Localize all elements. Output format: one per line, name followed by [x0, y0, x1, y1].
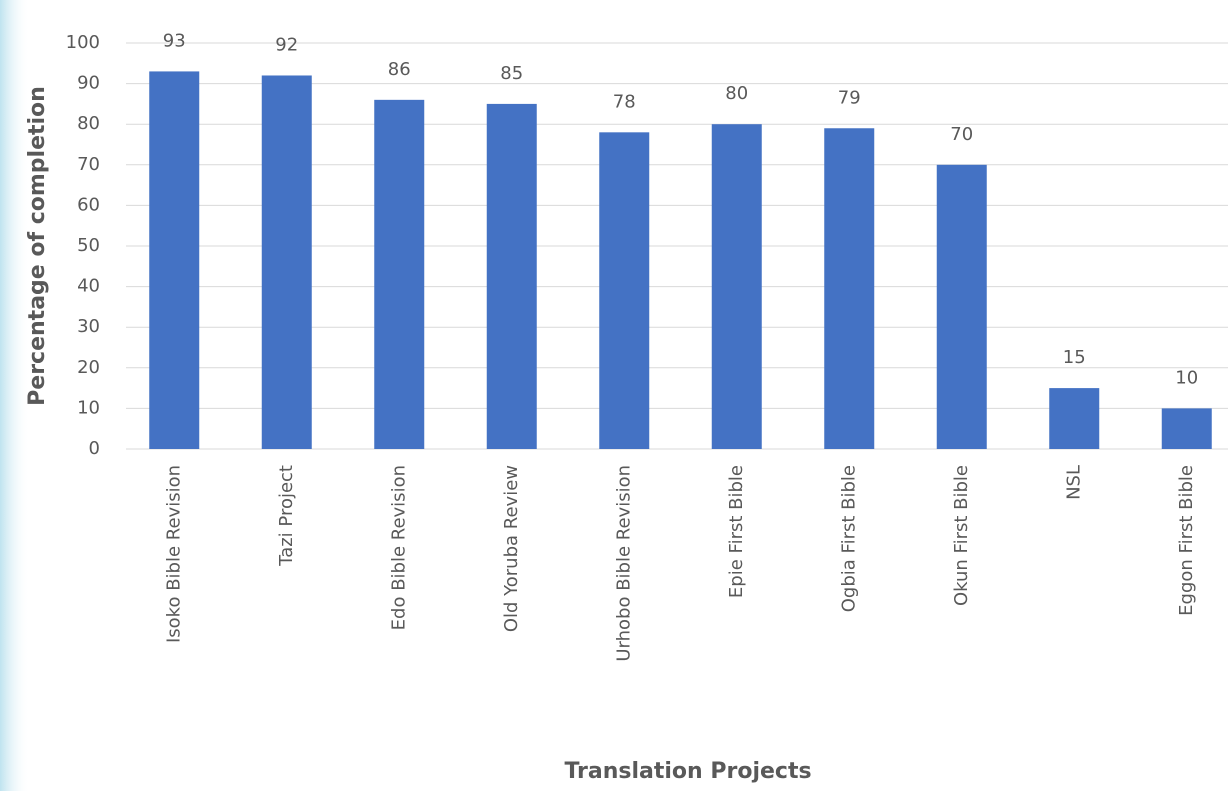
y-tick-label: 0: [89, 438, 100, 459]
y-tick-label: 40: [77, 276, 100, 297]
bar: [374, 99, 425, 449]
bar: [824, 128, 875, 449]
x-tick-label: Okun First Bible: [951, 465, 972, 606]
bar: [149, 71, 200, 450]
bar: [711, 124, 762, 449]
bar: [1161, 408, 1212, 449]
bar: [486, 103, 537, 450]
y-tick-label: 90: [77, 73, 100, 94]
data-label: 93: [163, 30, 186, 51]
y-tick-label: 100: [66, 32, 100, 53]
y-tick-label: 10: [77, 397, 100, 418]
y-tick-label: 60: [77, 194, 100, 215]
bar: [1049, 388, 1100, 449]
y-tick-label: 70: [77, 154, 100, 175]
data-label: 86: [388, 59, 411, 80]
data-label: 10: [1175, 367, 1198, 388]
x-tick-label: Isoko Bible Revision: [163, 465, 184, 643]
x-tick-label: Urhobo Bible Revision: [613, 465, 634, 662]
data-label: 79: [838, 87, 861, 108]
x-tick-label: Eggon First Bible: [1176, 465, 1197, 616]
bar: [261, 75, 312, 449]
x-axis-title: Translation Projects: [564, 759, 811, 784]
x-tick-label: Tazi Project: [276, 465, 297, 567]
y-tick-label: 50: [77, 235, 100, 256]
data-label: 78: [613, 91, 636, 112]
x-tick-label: Ogbia First Bible: [838, 465, 859, 612]
x-tick-label: Epie First Bible: [726, 465, 747, 598]
bar: [599, 132, 650, 449]
y-tick-label: 30: [77, 316, 100, 337]
y-tick-label: 20: [77, 357, 100, 378]
data-label: 92: [275, 34, 298, 55]
data-label: 85: [500, 63, 523, 84]
bar: [936, 164, 987, 450]
y-axis-title: Percentage of completion: [25, 86, 50, 406]
data-label: 80: [725, 83, 748, 104]
data-label: 15: [1063, 347, 1086, 368]
x-tick-label: NSL: [1063, 465, 1084, 500]
y-tick-label: 80: [77, 113, 100, 134]
x-tick-label: Edo Bible Revision: [388, 465, 409, 630]
data-label: 70: [950, 124, 973, 145]
background-edge: [0, 0, 30, 791]
x-tick-label: Old Yoruba Review: [501, 465, 522, 632]
